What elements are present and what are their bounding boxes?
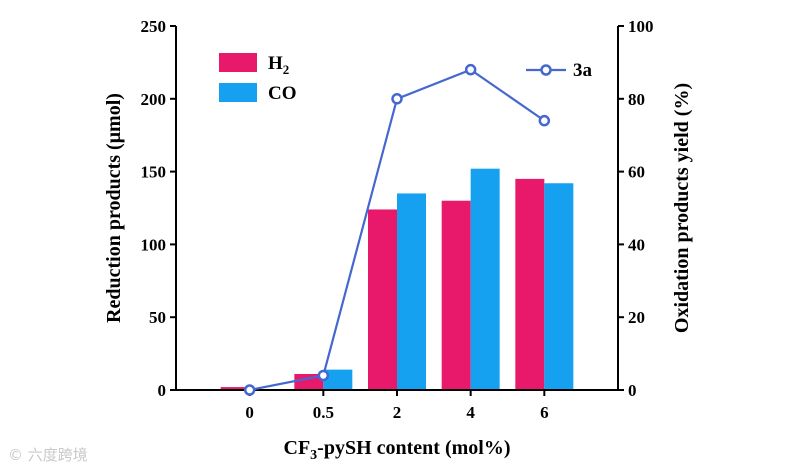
right-tick-label-20: 20 (628, 308, 645, 327)
legend-marker-3a (540, 64, 552, 76)
legend-label-h2: H2 (268, 53, 289, 77)
left-tick-label-150: 150 (141, 163, 167, 182)
right-tick-label-100: 100 (628, 17, 654, 36)
point-3a-0 (243, 384, 256, 396)
bar-co-0.5 (323, 369, 353, 390)
bar-co-6 (544, 183, 574, 390)
bar-h2-0 (220, 387, 250, 390)
point-3a-2 (391, 93, 403, 105)
x-axis-title: CF3-pySH content (mol%) (284, 437, 511, 463)
left-tick-label-0: 0 (158, 381, 167, 400)
x-tick-label-0: 0 (245, 403, 254, 422)
x-tick-label-4: 4 (466, 403, 475, 422)
x-tick-label-2: 2 (393, 403, 402, 422)
right-tick-label-0: 0 (628, 381, 637, 400)
bar-h2-2 (368, 209, 397, 390)
legend-swatch-h2 (219, 53, 257, 72)
legend-label-co: CO (268, 83, 297, 104)
legend-label-3a: 3a (573, 60, 593, 81)
point-3a-0.5 (317, 369, 330, 382)
bar-co-4 (470, 168, 500, 390)
watermark-text: © 六度跨境 (8, 446, 88, 464)
bar-h2-4 (441, 200, 471, 390)
bar-h2-6 (515, 178, 545, 390)
x-tick-label-6: 6 (540, 403, 549, 422)
x-tick-label-0.5: 0.5 (313, 403, 334, 422)
point-3a-4 (464, 63, 477, 76)
point-3a-6 (538, 114, 551, 127)
left-tick-label-250: 250 (141, 17, 167, 36)
y-axis-right-title: Oxidation products yield (%) (671, 83, 693, 333)
right-tick-label-60: 60 (628, 163, 645, 182)
right-tick-label-40: 40 (628, 235, 645, 254)
legend-swatch-co (219, 83, 257, 102)
left-tick-label-200: 200 (141, 90, 167, 109)
y-axis-left-title: Reduction products (μmol) (103, 93, 125, 323)
left-tick-label-100: 100 (141, 235, 167, 254)
left-tick-label-50: 50 (149, 308, 166, 327)
right-tick-label-80: 80 (628, 90, 645, 109)
bar-co-2 (397, 193, 426, 390)
